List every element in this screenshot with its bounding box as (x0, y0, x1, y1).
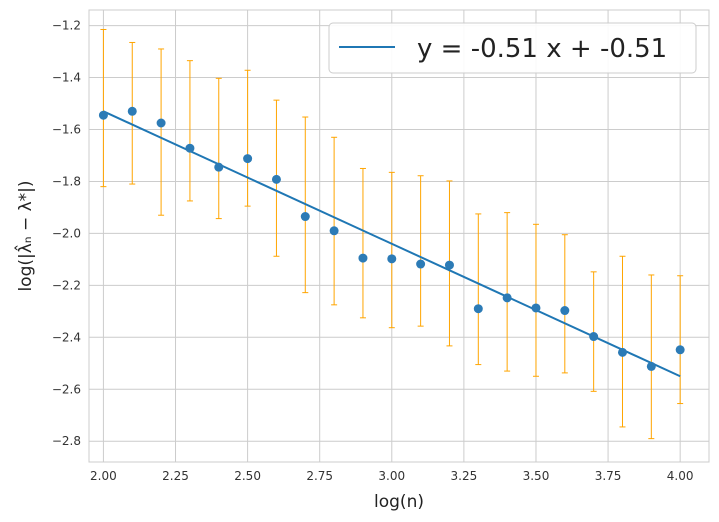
data-point (617, 347, 627, 357)
data-point (156, 118, 166, 128)
x-tick-label: 3.50 (523, 469, 550, 483)
x-tick-label: 3.00 (378, 469, 405, 483)
data-point (243, 154, 253, 164)
y-tick-label: −1.4 (52, 71, 81, 85)
data-point (300, 212, 310, 222)
x-tick-label: 3.75 (595, 469, 622, 483)
data-point (271, 174, 281, 184)
x-tick-label: 2.00 (90, 469, 117, 483)
x-tick-label: 4.00 (667, 469, 694, 483)
y-tick-label: −2.4 (52, 330, 81, 344)
x-axis-label: log(n) (374, 492, 424, 512)
data-point (502, 293, 512, 303)
y-tick-label: −1.8 (52, 174, 81, 188)
y-tick-labels: −2.8 −2.6 −2.4 −2.2 −2.0 −1.8 −1.6 −1.4 −1.2 (52, 19, 81, 449)
data-point (444, 260, 454, 270)
data-point (98, 110, 108, 120)
data-point (329, 226, 339, 236)
data-points (98, 106, 685, 371)
y-tick-label: −2.6 (52, 382, 81, 396)
y-tick-label: −2.2 (52, 278, 81, 292)
data-point (185, 143, 195, 153)
legend: y = -0.51 x + -0.51 (328, 22, 697, 74)
x-tick-labels: 2.00 2.25 2.50 2.75 3.00 3.25 3.50 3.75 4.00 (90, 469, 693, 483)
fit-line-group (103, 110, 681, 378)
y-tick-label: −1.2 (52, 19, 81, 33)
y-tick-label: −1.6 (52, 122, 81, 136)
fit-line (103, 110, 681, 378)
data-point (214, 162, 224, 172)
x-tick-label: 2.25 (162, 469, 189, 483)
data-point (531, 303, 541, 313)
x-tick-label: 3.25 (451, 469, 478, 483)
data-point (416, 259, 426, 269)
legend-box (328, 22, 697, 74)
plot-area (88, 9, 710, 463)
x-tick-label: 2.50 (234, 469, 261, 483)
data-point (127, 106, 137, 116)
data-point (473, 304, 483, 314)
data-point (589, 332, 599, 342)
data-point (358, 253, 368, 263)
data-point (675, 345, 685, 355)
data-point (646, 361, 656, 371)
data-point (387, 254, 397, 264)
y-tick-label: −2.0 (52, 226, 81, 240)
x-tick-label: 2.75 (306, 469, 333, 483)
y-axis-label: log(|λ̂ₙ − λ*|) (13, 180, 36, 291)
y-tick-label: −2.8 (52, 434, 81, 448)
data-point (560, 306, 570, 316)
legend-label: y = -0.51 x + -0.51 (417, 34, 667, 64)
